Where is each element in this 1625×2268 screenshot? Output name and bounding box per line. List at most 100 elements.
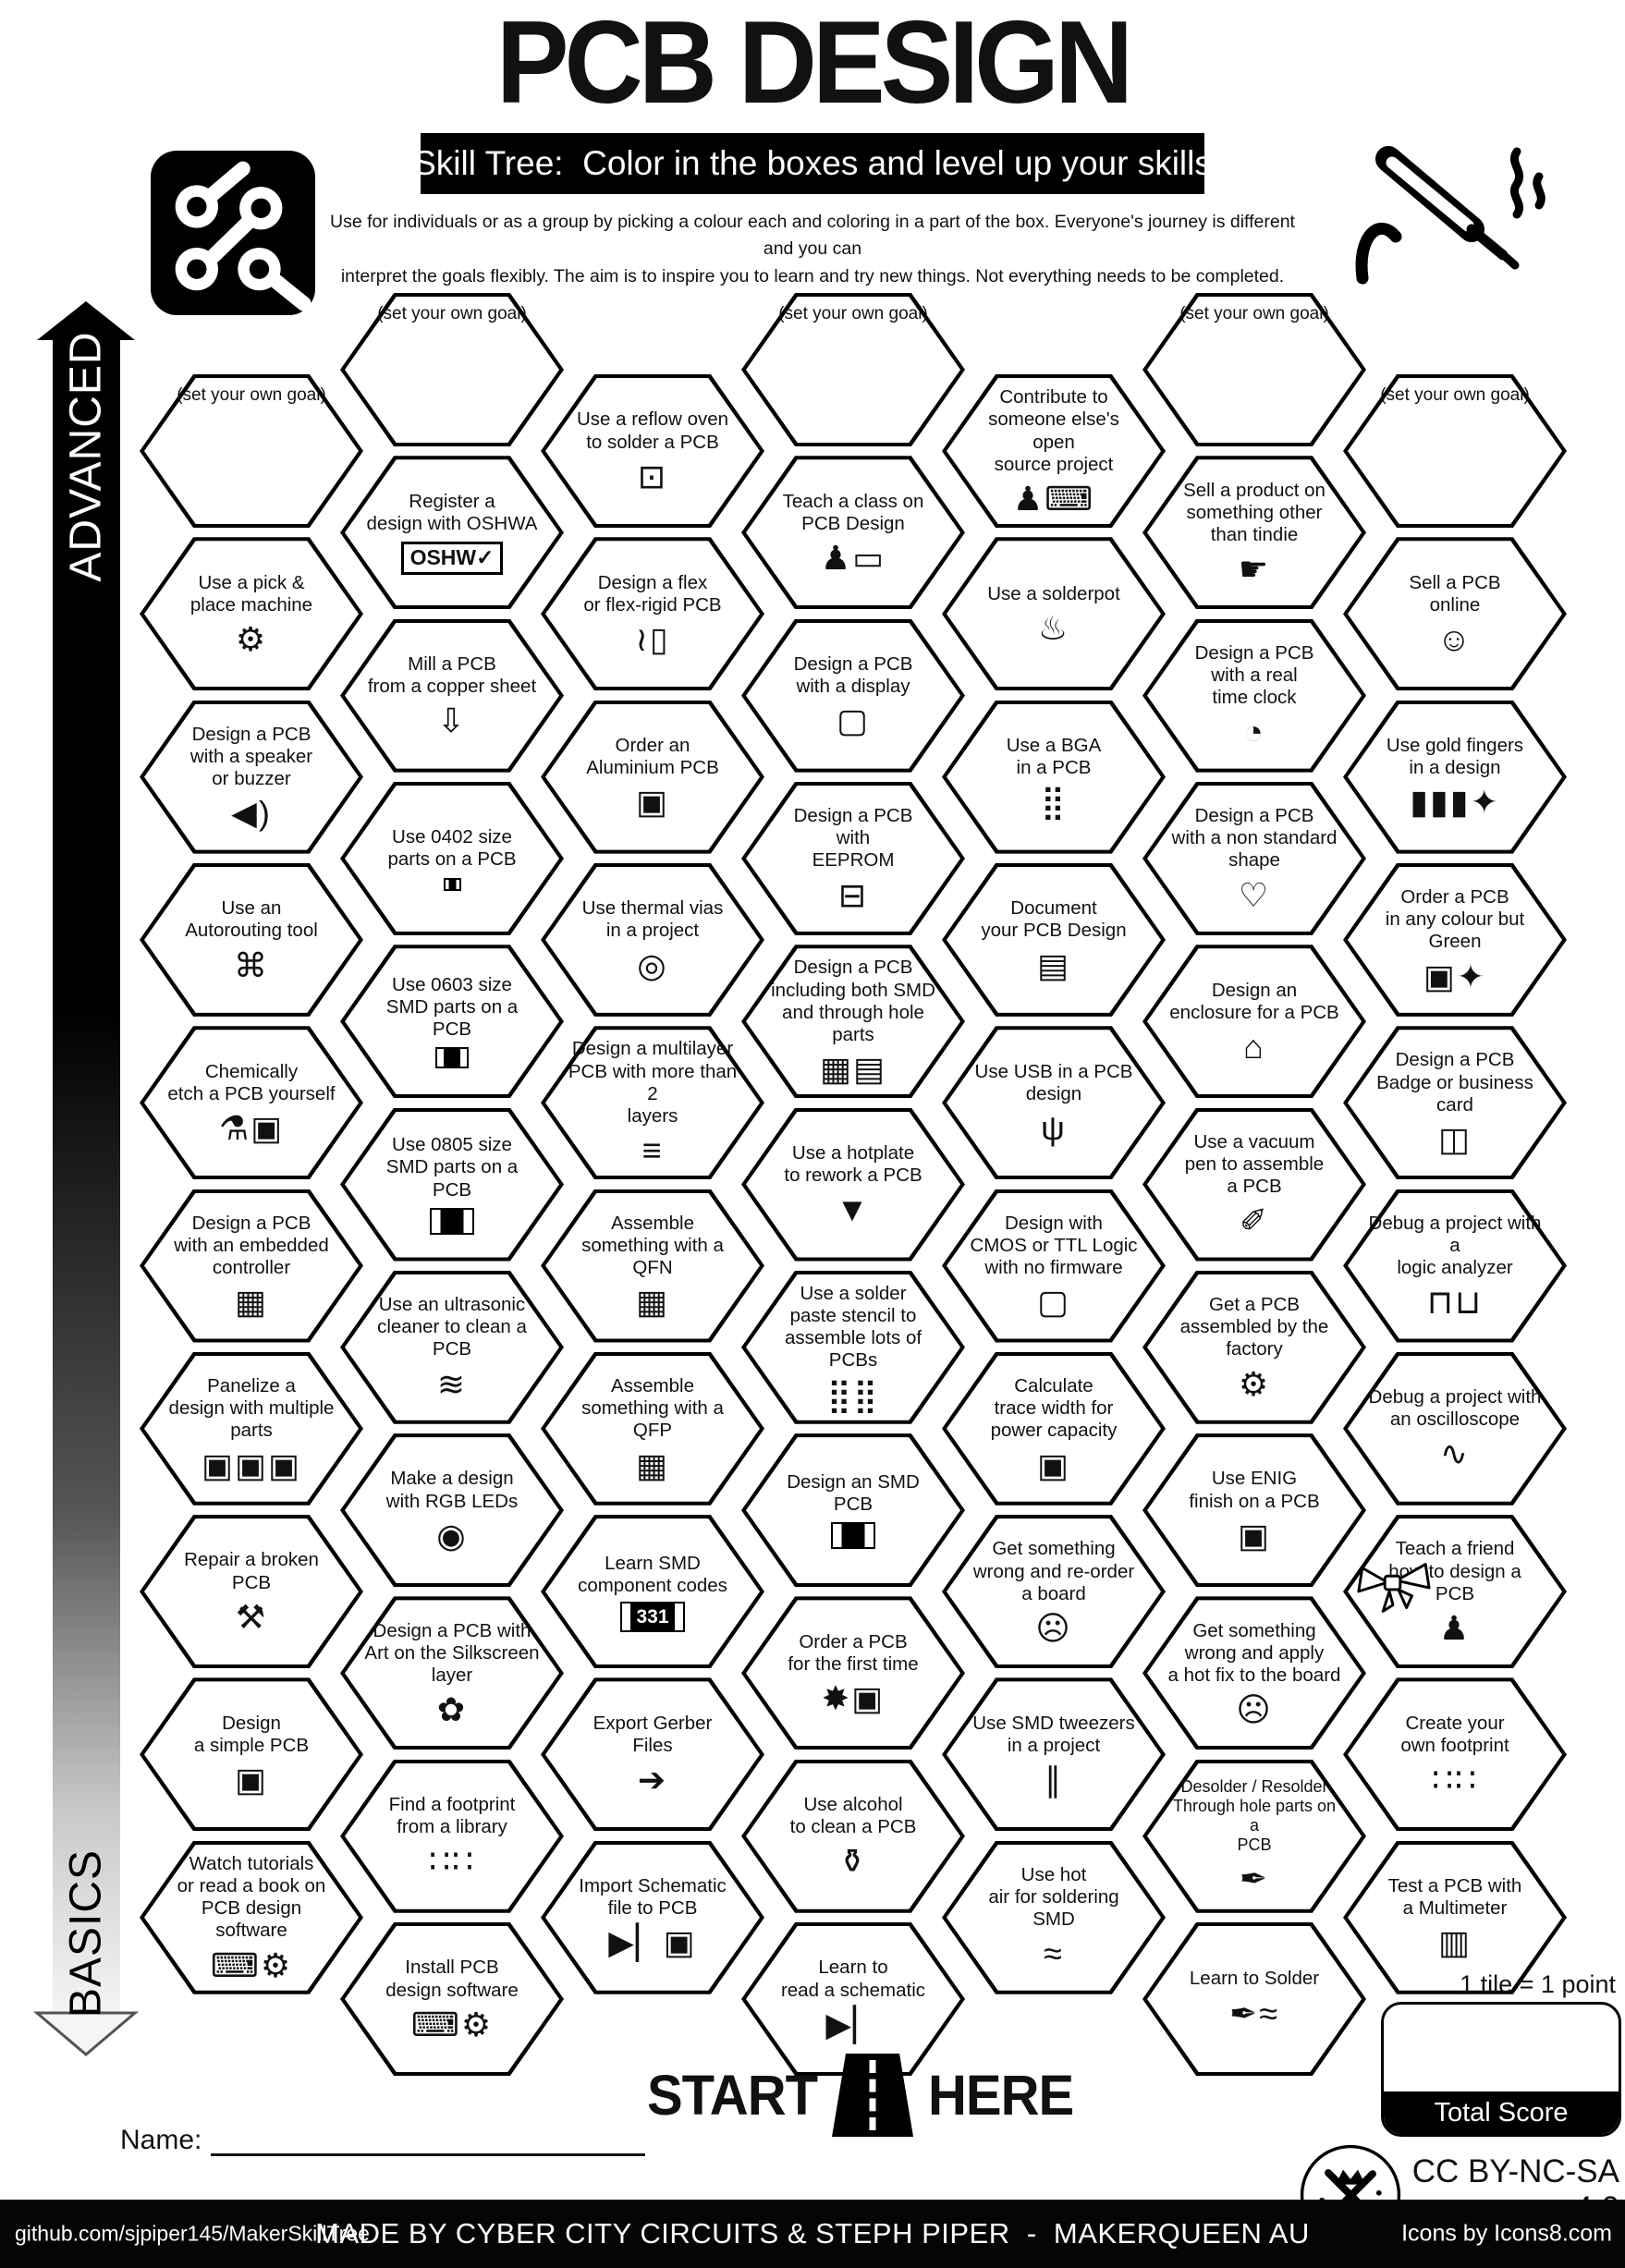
hex-sell-pcb-online[interactable]: Sell a PCB online ☺	[1343, 537, 1567, 691]
hex-use-0402-parts[interactable]: Use 0402 size parts on a PCB	[340, 781, 564, 935]
name-label: Name:	[120, 2125, 202, 2155]
hex-repair-broken-pcb[interactable]: Repair a broken PCB ⚒	[140, 1515, 363, 1669]
hex-export-gerber[interactable]: Export Gerber Files ➔	[541, 1677, 764, 1832]
hex-goal-col4[interactable]: (set your own goal)	[741, 293, 965, 446]
tweezers-icon: ∥	[1045, 1761, 1063, 1799]
hex-design-smd-pcb[interactable]: Design an SMD PCB	[741, 1433, 965, 1588]
hex-any-colour-but-green[interactable]: Order a PCB in any colour but Green ▣✦	[1343, 862, 1567, 1017]
name-row: Name:	[120, 2124, 646, 2156]
hex-pcb-with-eeprom[interactable]: Design a PCB with EEPROM ⊟	[741, 781, 965, 935]
soldering-iron-art-icon	[1355, 146, 1546, 285]
hex-trace-width[interactable]: Calculate trace width for power capacity…	[942, 1351, 1166, 1506]
arrow-down-icon	[33, 2011, 139, 2056]
name-input-line[interactable]	[211, 2124, 646, 2156]
hex-label: (set your own goal)	[177, 385, 326, 405]
pcb-logo-icon	[151, 151, 315, 315]
hex-design-simple-pcb[interactable]: Design a simple PCB ▣	[140, 1677, 363, 1832]
hex-thermal-vias[interactable]: Use thermal vias in a project ◎	[541, 862, 764, 1017]
led-icon: ◉	[436, 1516, 468, 1555]
score-write-area[interactable]	[1384, 2005, 1619, 2091]
id-card-icon: ◫	[1437, 1119, 1472, 1158]
hex-use-bga[interactable]: Use a BGA in a PCB ⣿	[942, 700, 1166, 854]
hex-use-0805-parts[interactable]: Use 0805 size SMD parts on a PCB	[340, 1107, 564, 1262]
hex-alcohol-clean[interactable]: Use alcohol to clean a PCB ⚱	[741, 1759, 965, 1913]
hex-factory-assembled[interactable]: Get a PCB assembled by the factory ⚙	[1142, 1270, 1366, 1424]
hex-contribute-open-source[interactable]: Contribute to someone else's open source…	[942, 374, 1166, 528]
start-label: START	[647, 2063, 818, 2128]
hex-use-solderpot[interactable]: Use a solderpot ♨	[942, 537, 1166, 691]
robot-arm-icon: ⚙	[1238, 1364, 1271, 1403]
hex-import-schematic[interactable]: Import Schematic file to PCB ▶▏▣	[541, 1840, 764, 1994]
hex-assemble-qfp[interactable]: Assemble something with a QFP ▦	[541, 1351, 764, 1506]
hex-autorouting-tool[interactable]: Use an Autorouting tool ⌘	[140, 862, 363, 1017]
hex-hot-air-smd[interactable]: Use hot air for soldering SMD ≈	[942, 1840, 1166, 1994]
subtitle-text: Skill Tree: Color in the boxes and level…	[413, 144, 1212, 182]
footer-github-link[interactable]: github.com/sjpiper145/MakerSkillTree	[15, 2221, 370, 2246]
hex-pcb-with-display[interactable]: Design a PCB with a display ▢	[741, 618, 965, 773]
hex-install-software[interactable]: Install PCB design software ⌨⚙	[340, 1922, 564, 2076]
hex-ultrasonic-cleaner[interactable]: Use an ultrasonic cleaner to clean a PCB…	[340, 1270, 564, 1424]
hex-hotplate-rework[interactable]: Use a hotplate to rework a PCB ▼	[741, 1107, 965, 1262]
hex-silkscreen-art[interactable]: Design a PCB with Art on the Silkscreen …	[340, 1596, 564, 1750]
hex-cmos-ttl-logic[interactable]: Design with CMOS or TTL Logic with no fi…	[942, 1189, 1166, 1343]
hex-teach-class[interactable]: Teach a class on PCB Design ♟▭	[741, 456, 965, 610]
footer-credits: MADE BY CYBER CITY CIRCUITS & STEPH PIPE…	[315, 2217, 1310, 2250]
hex-reorder-board[interactable]: Get something wrong and re-order a board…	[942, 1515, 1166, 1669]
hex-register-oshwa[interactable]: Register a design with OSHWA OSHW✓	[340, 456, 564, 610]
hex-sell-not-tindie[interactable]: Sell a product on something other than t…	[1142, 456, 1366, 610]
hex-smd-tweezers[interactable]: Use SMD tweezers in a project ∥	[942, 1677, 1166, 1832]
hex-mill-copper-sheet[interactable]: Mill a PCB from a copper sheet ⇩	[340, 618, 564, 773]
hex-read-schematic[interactable]: Learn to read a schematic ▶▏	[741, 1922, 965, 2076]
hex-use-usb[interactable]: Use USB in a PCB design ψ	[942, 1026, 1166, 1180]
hex-learn-to-solder[interactable]: Learn to Solder ✒≈	[1142, 1922, 1366, 2076]
hex-teach-a-friend[interactable]: Teach a friend how to design a PCB ♟	[1343, 1515, 1567, 1669]
hex-use-0603-parts[interactable]: Use 0603 size SMD parts on a PCB	[340, 945, 564, 1099]
hex-pcb-badge[interactable]: Design a PCB Badge or business card ◫	[1343, 1026, 1567, 1180]
hex-test-multimeter[interactable]: Test a PCB with a Multimeter ▥	[1343, 1840, 1567, 1994]
hex-aluminium-pcb[interactable]: Order an Aluminium PCB ▣	[541, 700, 764, 854]
hex-solder-paste-stencil[interactable]: Use a solder paste stencil to assemble l…	[741, 1270, 965, 1424]
hex-gold-fingers[interactable]: Use gold fingers in a design ▮▮▮✦	[1343, 700, 1567, 854]
hex-order-first-pcb[interactable]: Order a PCB for the first time ✸▣	[741, 1596, 965, 1750]
hex-watch-tutorials[interactable]: Watch tutorials or read a book on PCB de…	[140, 1840, 363, 1994]
footer-bar: github.com/sjpiper145/MakerSkillTree MAD…	[0, 2200, 1625, 2268]
smd-0402-icon	[443, 877, 461, 891]
hex-speaker-buzzer[interactable]: Design a PCB with a speaker or buzzer ◀)	[140, 700, 363, 854]
hex-create-own-footprint[interactable]: Create your own footprint ∷∷	[1343, 1677, 1567, 1832]
hex-label: Export Gerber Files	[593, 1712, 713, 1756]
hex-smd-component-codes[interactable]: Learn SMD component codes 331	[541, 1515, 764, 1669]
hex-goal-col6[interactable]: (set your own goal)	[1142, 293, 1366, 446]
hex-embedded-controller[interactable]: Design a PCB with an embedded controller…	[140, 1189, 363, 1343]
hex-hot-fix-board[interactable]: Get something wrong and apply a hot fix …	[1142, 1596, 1366, 1750]
hex-real-time-clock[interactable]: Design a PCB with a real time clock ◔	[1142, 618, 1366, 773]
hex-oscilloscope[interactable]: Debug a project with an oscilloscope ∿	[1343, 1351, 1567, 1506]
hex-flex-pcb[interactable]: Design a flex or flex-rigid PCB ≀▯	[541, 537, 764, 691]
hex-logic-analyzer[interactable]: Debug a project with a logic analyzer ⊓⊔	[1343, 1189, 1567, 1343]
bottle-icon: ⚱	[837, 1842, 869, 1881]
hex-reflow-oven[interactable]: Use a reflow oven to solder a PCB ⊡	[541, 374, 764, 528]
hex-find-footprint[interactable]: Find a footprint from a library ∷∷	[340, 1759, 564, 1913]
hex-label: Order an Aluminium PCB	[586, 734, 719, 779]
ultrasonic-waves-icon: ≋	[436, 1364, 468, 1403]
hex-label: Assemble something with a QFP	[581, 1375, 724, 1442]
hex-vacuum-pen[interactable]: Use a vacuum pen to assemble a PCB ✐	[1142, 1107, 1366, 1262]
pcb-sparkle-icon: ▣✦	[1423, 957, 1487, 995]
hex-desolder-resolder[interactable]: Desolder / Resolder Through hole parts o…	[1142, 1759, 1366, 1913]
hex-panelize-design[interactable]: Panelize a design with multiple parts ▣▣▣	[140, 1351, 363, 1506]
hex-goal-col2[interactable]: (set your own goal)	[340, 293, 564, 446]
hex-goal-col7[interactable]: (set your own goal)	[1343, 374, 1567, 528]
footer-icons8-credit[interactable]: Icons by Icons8.com	[1401, 2220, 1612, 2247]
hex-document-design[interactable]: Document your PCB Design ▤	[942, 862, 1166, 1017]
hex-multilayer-pcb[interactable]: Design a multilayer PCB with more than 2…	[541, 1026, 764, 1180]
hex-non-standard-shape[interactable]: Design a PCB with a non standard shape ♡	[1142, 781, 1366, 935]
hex-label: Sell a product on something other than t…	[1183, 479, 1326, 545]
hex-enclosure[interactable]: Design an enclosure for a PCB ⌂	[1142, 945, 1366, 1099]
hex-pick-place-machine[interactable]: Use a pick & place machine ⚙	[140, 537, 363, 691]
hex-enig-finish[interactable]: Use ENIG finish on a PCB ▣	[1142, 1433, 1366, 1588]
hex-assemble-qfn[interactable]: Assemble something with a QFN ▦	[541, 1189, 764, 1343]
hex-smd-and-through-hole[interactable]: Design a PCB including both SMD and thro…	[741, 945, 965, 1099]
hex-chemically-etch[interactable]: Chemically etch a PCB yourself ⚗▣	[140, 1026, 363, 1180]
hex-rgb-leds[interactable]: Make a design with RGB LEDs ◉	[340, 1433, 564, 1588]
hex-label: (set your own goal)	[778, 304, 928, 323]
hex-goal-col1[interactable]: (set your own goal)	[140, 374, 363, 528]
